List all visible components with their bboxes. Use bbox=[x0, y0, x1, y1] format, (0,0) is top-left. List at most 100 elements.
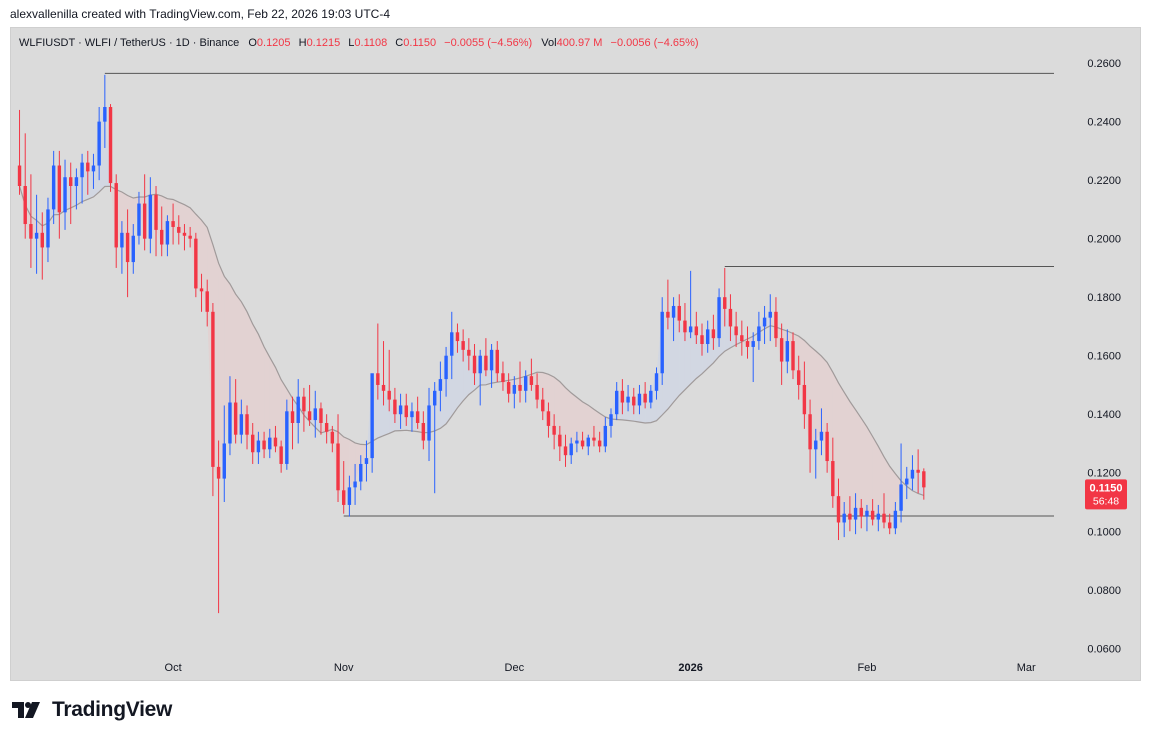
candle-body bbox=[302, 396, 306, 412]
ma-line-layer bbox=[18, 185, 924, 496]
candle-body bbox=[228, 402, 232, 444]
ma-band-segment bbox=[349, 439, 356, 488]
candle bbox=[233, 379, 238, 444]
ma-band-segment bbox=[815, 351, 822, 441]
candle bbox=[23, 133, 27, 239]
candle-body bbox=[774, 311, 778, 339]
candle-body bbox=[876, 513, 881, 520]
candle bbox=[905, 466, 909, 500]
candle bbox=[91, 153, 96, 189]
candle bbox=[222, 405, 226, 502]
tradingview-logo-icon bbox=[12, 702, 40, 718]
ma-band-segment bbox=[861, 418, 867, 517]
candle-body bbox=[262, 440, 266, 450]
ma-band-segment bbox=[565, 387, 572, 456]
candle bbox=[586, 434, 590, 456]
candle-body bbox=[495, 349, 499, 374]
candle-body bbox=[290, 411, 295, 423]
legend-symbol: WLFIUSDT · WLFI / TetherUS · 1D · Binanc… bbox=[19, 37, 239, 49]
candle bbox=[802, 361, 807, 429]
candle bbox=[649, 384, 653, 409]
candle-body bbox=[438, 379, 443, 391]
candle-body bbox=[523, 376, 528, 391]
candle bbox=[137, 191, 141, 245]
candle bbox=[154, 186, 158, 257]
candle bbox=[421, 411, 426, 450]
ma-band-segment bbox=[235, 294, 242, 435]
tradingview-logo[interactable]: TradingView bbox=[12, 698, 172, 722]
candle-body bbox=[222, 443, 226, 479]
candle-body bbox=[376, 373, 380, 385]
candle bbox=[796, 355, 801, 400]
candle-body bbox=[751, 341, 755, 347]
candle-body bbox=[467, 349, 471, 356]
candle bbox=[228, 376, 232, 456]
legend-open-value: 0.1205 bbox=[257, 37, 291, 49]
candle bbox=[279, 440, 283, 473]
ma-band-segment bbox=[252, 324, 259, 453]
candle bbox=[859, 499, 863, 529]
candle-body bbox=[808, 414, 812, 450]
candle bbox=[40, 212, 44, 280]
candle-body bbox=[677, 305, 681, 321]
candle bbox=[728, 294, 733, 342]
time-tick-label: Dec bbox=[505, 662, 525, 674]
candle bbox=[103, 74, 107, 148]
ma-band-segment bbox=[918, 472, 924, 496]
ma-band-segment bbox=[872, 436, 879, 520]
candle-body bbox=[131, 235, 135, 263]
candle-body bbox=[324, 423, 329, 432]
candle-body bbox=[415, 411, 420, 423]
candle-body bbox=[922, 471, 926, 488]
candle bbox=[472, 344, 477, 385]
candle-body bbox=[899, 484, 903, 511]
price-chart[interactable]: 0.2600 0.2400 0.2200 0.2000 0.1800 0.1600 0.14… bbox=[11, 28, 1140, 680]
ma-band-segment bbox=[599, 413, 606, 447]
candle bbox=[194, 232, 198, 298]
candle bbox=[51, 150, 56, 225]
candle-body bbox=[57, 165, 62, 213]
ma-band-segment bbox=[622, 396, 629, 421]
candle-body bbox=[177, 226, 181, 233]
candle bbox=[478, 349, 482, 406]
candle-body bbox=[802, 384, 807, 415]
ma-band-segment bbox=[377, 384, 384, 439]
candle bbox=[842, 502, 846, 538]
candle-body bbox=[353, 481, 357, 488]
horizontal-levels-layer bbox=[104, 72, 1054, 517]
candle bbox=[512, 376, 517, 409]
candle-body bbox=[825, 431, 829, 462]
tradingview-wordmark: TradingView bbox=[52, 698, 173, 721]
ma-band-segment bbox=[468, 355, 475, 395]
candle-body bbox=[865, 510, 869, 517]
candle-body bbox=[154, 194, 158, 230]
candle-body bbox=[211, 311, 215, 467]
chart-pane[interactable]: 0.2600 0.2400 0.2200 0.2000 0.1800 0.1600 0.14… bbox=[10, 27, 1141, 681]
candle-body bbox=[643, 393, 647, 403]
candle-body bbox=[364, 458, 369, 464]
candle-body bbox=[506, 382, 511, 394]
candle-body bbox=[791, 341, 795, 371]
candle-body bbox=[711, 329, 716, 339]
candle-body bbox=[160, 229, 164, 245]
candle-body bbox=[279, 446, 283, 464]
candle bbox=[256, 431, 261, 464]
candle-body bbox=[541, 399, 545, 412]
candle bbox=[296, 379, 300, 444]
ma-band-segment bbox=[229, 284, 236, 435]
candle-body bbox=[63, 177, 67, 213]
candle-body bbox=[393, 399, 397, 415]
ma-band-segment bbox=[87, 165, 94, 200]
candle bbox=[239, 399, 244, 444]
candle-body bbox=[558, 434, 562, 447]
ma-band-segment bbox=[264, 346, 270, 450]
candle bbox=[74, 168, 79, 210]
candle bbox=[603, 417, 608, 453]
ma-band-segment bbox=[269, 357, 276, 447]
ma-band-segment bbox=[281, 379, 287, 464]
candle bbox=[290, 396, 295, 450]
candle-body bbox=[620, 390, 625, 403]
candle bbox=[916, 449, 920, 494]
candle bbox=[887, 513, 892, 535]
candle bbox=[632, 387, 636, 415]
